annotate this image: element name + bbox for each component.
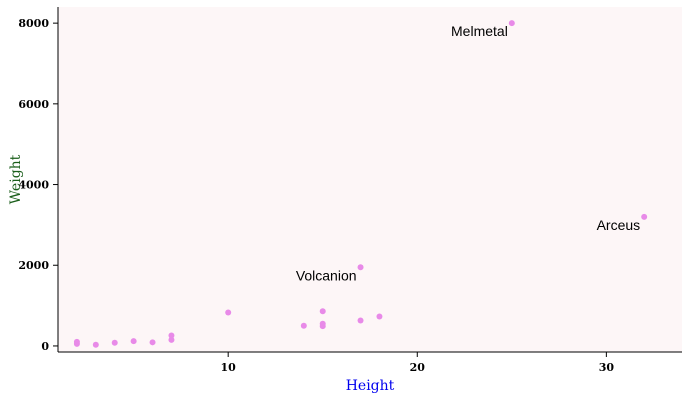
y-tick-label: 2000 [18, 259, 49, 272]
x-tick-label: 10 [221, 361, 237, 374]
y-tick-label: 8000 [18, 17, 49, 30]
x-axis-title: Height [346, 378, 395, 394]
data-point [641, 213, 648, 220]
data-point [73, 338, 80, 345]
data-point [357, 317, 364, 324]
data-point [300, 322, 307, 329]
y-tick-label: 6000 [18, 98, 49, 111]
data-point [319, 308, 326, 315]
point-annotation: Volcanion [296, 267, 357, 283]
data-point [168, 336, 175, 343]
data-point [111, 339, 118, 346]
x-axis: 10 20 30 [58, 351, 682, 374]
y-tick-label: 4000 [18, 179, 49, 192]
data-point [168, 332, 175, 339]
data-point [319, 320, 326, 327]
data-point [92, 341, 99, 348]
data-point [149, 339, 156, 346]
plot-area [58, 7, 682, 352]
data-point [130, 338, 137, 345]
y-axis: 0 2000 4000 6000 8000 [18, 7, 59, 353]
data-point [376, 313, 383, 320]
annotations: Melmetal Volcanion Arceus [296, 23, 640, 283]
data-points [73, 20, 648, 348]
data-point [357, 264, 364, 271]
x-tick-label: 20 [410, 361, 426, 374]
x-tick-label: 30 [599, 361, 615, 374]
data-point [225, 309, 232, 316]
data-point [508, 20, 515, 27]
y-axis-title: Weight [8, 154, 24, 204]
point-annotation: Arceus [597, 217, 641, 233]
y-tick-label: 0 [41, 340, 49, 353]
point-annotation: Melmetal [451, 23, 508, 39]
